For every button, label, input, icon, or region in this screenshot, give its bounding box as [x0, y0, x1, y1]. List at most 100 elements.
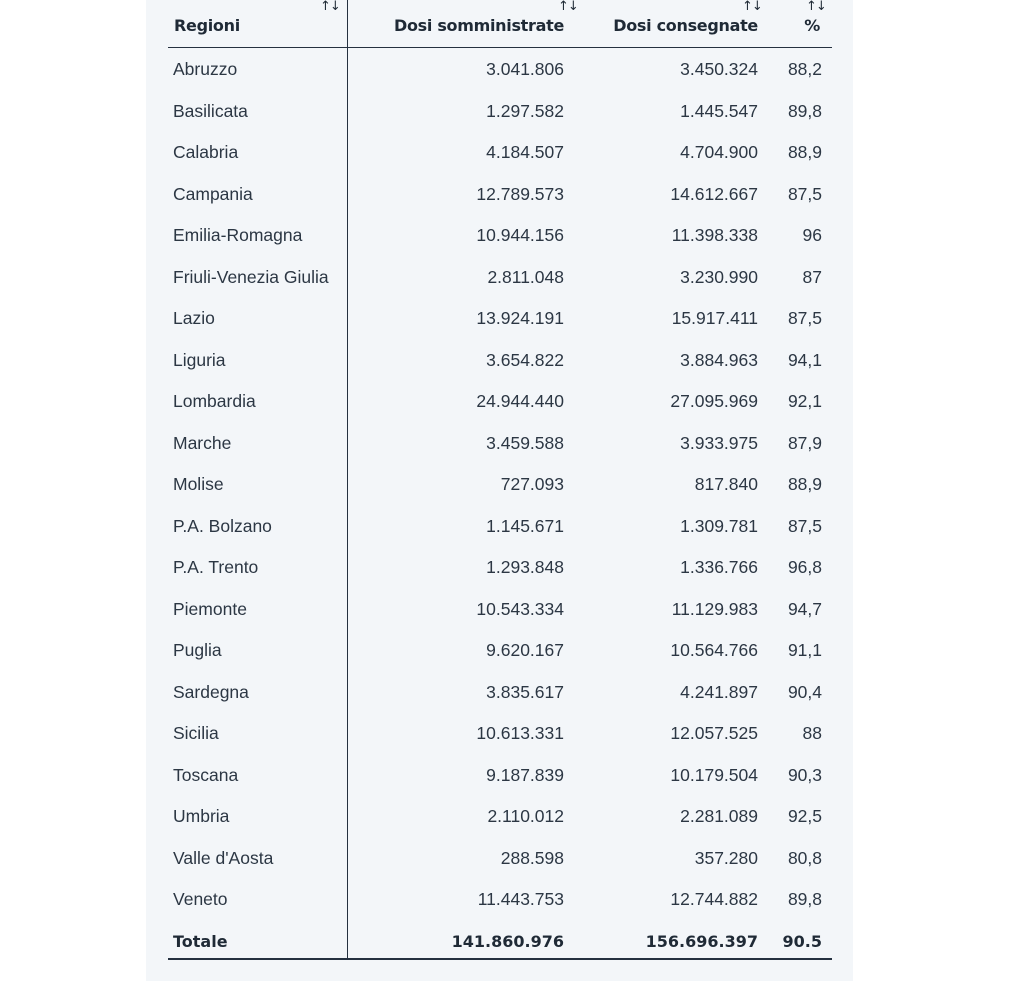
cell-administered: 4.184.507: [486, 142, 564, 162]
header-administered[interactable]: Dosi somministrate: [393, 16, 564, 35]
cell-percent: 92,5: [787, 806, 822, 826]
cell-delivered: 817.840: [694, 474, 758, 494]
cell-percent: 87,5: [787, 308, 822, 328]
cell-percent: 94,7: [787, 598, 822, 619]
table-row: Abruzzo 3.041.806 3.450.324 88,2: [168, 49, 832, 91]
table-row: Puglia 9.620.167 10.564.766 91,1: [168, 630, 832, 672]
total-delivered: 156.696.397: [645, 931, 758, 951]
table-row: Umbria 2.110.012 2.281.089 92,5: [168, 796, 832, 838]
cell-delivered: 10.179.504: [670, 764, 758, 785]
cell-delivered: 10.564.766: [670, 640, 758, 660]
cell-region: Lombardia: [173, 391, 256, 411]
cell-delivered: 1.336.766: [680, 557, 758, 577]
cell-percent: 87,5: [787, 183, 822, 204]
cell-delivered: 4.704.900: [680, 142, 758, 162]
cell-region: Toscana: [173, 764, 239, 785]
table-row: Campania 12.789.573 14.612.667 87,5: [168, 174, 832, 216]
table-bottom-border: [168, 958, 832, 960]
cell-administered: 10.613.331: [476, 723, 564, 743]
cell-region: Calabria: [173, 142, 239, 162]
cell-delivered: 3.884.963: [680, 349, 758, 370]
cell-delivered: 4.241.897: [680, 681, 758, 702]
cell-region: Abruzzo: [173, 59, 238, 79]
table-row: Veneto 11.443.753 12.744.882 89,8: [168, 879, 832, 921]
cell-administered: 12.789.573: [476, 183, 564, 204]
table-row: Valle d'Aosta 288.598 357.280 80,8: [168, 838, 832, 880]
cell-percent: 87,9: [787, 432, 822, 453]
cell-percent: 96: [802, 225, 822, 245]
cell-percent: 91,1: [787, 640, 822, 660]
cell-percent: 89,8: [787, 100, 822, 121]
cell-administered: 9.187.839: [486, 764, 564, 785]
cell-administered: 11.443.753: [477, 889, 564, 909]
cell-region: Liguria: [173, 349, 226, 370]
cell-administered: 10.543.334: [476, 598, 564, 619]
table-row: P.A. Trento 1.293.848 1.336.766 96,8: [168, 547, 832, 589]
table-row: Lombardia 24.944.440 27.095.969 92,1: [168, 381, 832, 423]
cell-administered: 3.835.617: [486, 681, 564, 702]
cell-delivered: 3.450.324: [680, 59, 758, 79]
table-row: Basilicata 1.297.582 1.445.547 89,8: [168, 91, 832, 133]
cell-region: Emilia-Romagna: [173, 225, 303, 245]
cell-delivered: 27.095.969: [670, 391, 758, 411]
table-row: Toscana 9.187.839 10.179.504 90,3: [168, 755, 832, 797]
cell-region: Molise: [173, 474, 224, 494]
cell-administered: 1.145.671: [486, 515, 564, 536]
cell-percent: 89,8: [787, 889, 822, 909]
cell-percent: 94,1: [787, 349, 822, 370]
vaccine-doses-table: ↑↓ ↑↓ ↑↓ ↑↓ Regioni Dosi somministrate D…: [168, 0, 832, 962]
total-percent: 90.5: [782, 931, 822, 951]
table-row: Piemonte 10.543.334 11.129.983 94,7: [168, 589, 832, 631]
cell-percent: 90,4: [787, 681, 822, 702]
table-row: Friuli-Venezia Giulia 2.811.048 3.230.990 8…: [168, 257, 832, 299]
header-delivered[interactable]: Dosi consegnate: [613, 16, 758, 35]
cell-percent: 96,8: [787, 557, 822, 577]
sort-region-icon[interactable]: ↑↓: [320, 0, 341, 14]
cell-percent: 87: [802, 266, 822, 287]
cell-administered: 10.944.156: [476, 225, 564, 245]
cell-delivered: 12.744.882: [670, 889, 758, 909]
cell-administered: 2.811.048: [487, 266, 564, 287]
total-administered: 141.860.976: [451, 931, 564, 951]
cell-region: Campania: [173, 183, 253, 204]
cell-percent: 88,9: [787, 474, 822, 494]
cell-region: Piemonte: [173, 598, 247, 619]
cell-region: Umbria: [173, 806, 230, 826]
table-row: Emilia-Romagna 10.944.156 11.398.338 96: [168, 215, 832, 257]
cell-region: Veneto: [173, 889, 228, 909]
cell-region: Sardegna: [173, 681, 249, 702]
cell-administered: 24.944.440: [476, 391, 564, 411]
cell-region: Valle d'Aosta: [173, 847, 274, 868]
table-row: Lazio 13.924.191 15.917.411 87,5: [168, 298, 832, 340]
cell-percent: 87,5: [787, 515, 822, 536]
table-row: Calabria 4.184.507 4.704.900 88,9: [168, 132, 832, 174]
cell-delivered: 14.612.667: [670, 183, 758, 204]
sort-administered-icon[interactable]: ↑↓: [558, 0, 579, 14]
cell-region: Basilicata: [173, 100, 248, 121]
table-row: Molise 727.093 817.840 88,9: [168, 464, 832, 506]
cell-administered: 2.110.012: [487, 806, 564, 826]
sort-delivered-icon[interactable]: ↑↓: [742, 0, 763, 14]
table-body: Abruzzo 3.041.806 3.450.324 88,2 Basilicata 1…: [168, 48, 832, 921]
cell-administered: 3.041.806: [486, 59, 564, 79]
cell-administered: 13.924.191: [476, 308, 564, 328]
cell-administered: 3.654.822: [486, 349, 564, 370]
cell-delivered: 3.230.990: [680, 266, 758, 287]
cell-region: Puglia: [173, 640, 222, 660]
header-region[interactable]: Regioni: [174, 16, 240, 35]
cell-percent: 92,1: [787, 391, 822, 411]
sort-percent-icon[interactable]: ↑↓: [806, 0, 827, 14]
header-percent[interactable]: %: [804, 16, 820, 35]
table-panel: ↑↓ ↑↓ ↑↓ ↑↓ Regioni Dosi somministrate D…: [146, 0, 853, 981]
cell-delivered: 3.933.975: [680, 432, 758, 453]
cell-delivered: 12.057.525: [670, 723, 758, 743]
cell-administered: 727.093: [500, 474, 564, 494]
cell-delivered: 11.398.338: [671, 225, 758, 245]
cell-administered: 3.459.588: [486, 432, 564, 453]
cell-delivered: 1.309.781: [680, 515, 758, 536]
table-row: Sardegna 3.835.617 4.241.897 90,4: [168, 672, 832, 714]
cell-delivered: 15.917.411: [671, 308, 758, 328]
cell-region: Lazio: [173, 308, 215, 328]
cell-percent: 90,3: [787, 764, 822, 785]
column-divider: [347, 0, 348, 960]
